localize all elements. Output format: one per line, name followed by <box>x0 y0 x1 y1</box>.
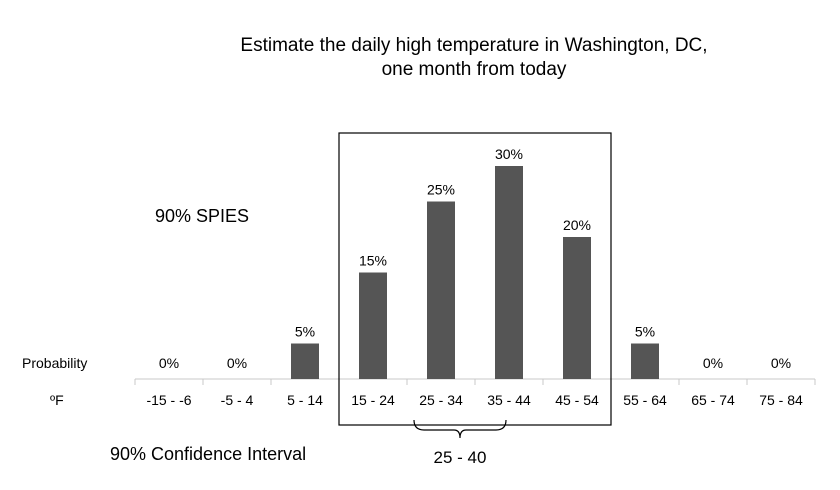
x-tick-label: 65 - 74 <box>691 392 735 408</box>
bar-value-label: 20% <box>563 217 591 233</box>
chart-title-line-1: Estimate the daily high temperature in W… <box>240 35 707 56</box>
x-tick-label: 35 - 44 <box>487 392 531 408</box>
bar-value-label: 0% <box>771 355 791 371</box>
bar-value-label: 15% <box>359 253 387 269</box>
bar <box>359 272 387 379</box>
bar <box>495 166 523 379</box>
bar-value-label: 5% <box>635 324 655 340</box>
bar <box>631 343 659 379</box>
bar-value-label: 0% <box>703 355 723 371</box>
x-tick-label: 55 - 64 <box>623 392 667 408</box>
x-tick-label: 45 - 54 <box>555 392 599 408</box>
bar <box>291 343 319 379</box>
confidence-interval-range-label: 25 - 40 <box>434 448 487 467</box>
bar-value-label: 0% <box>227 355 247 371</box>
bar-value-label: 30% <box>495 146 523 162</box>
bar <box>563 237 591 379</box>
confidence-interval-label: 90% Confidence Interval <box>110 444 306 464</box>
spies-box <box>338 132 612 426</box>
chart-title-line-2: one month from today <box>382 59 567 80</box>
x-tick-label: 15 - 24 <box>351 392 395 408</box>
bar-value-label: 0% <box>159 355 179 371</box>
x-axis-unit-label: ºF <box>50 392 64 408</box>
y-axis-label: Probability <box>22 355 87 371</box>
x-tick-label: -5 - 4 <box>221 392 254 408</box>
x-tick-label: -15 - -6 <box>146 392 191 408</box>
bar <box>427 201 455 379</box>
bar-value-label: 5% <box>295 324 315 340</box>
bar-value-label: 25% <box>427 182 455 198</box>
x-tick-label: 5 - 14 <box>287 392 323 408</box>
confidence-interval-brace <box>413 419 507 439</box>
x-tick-label: 25 - 34 <box>419 392 463 408</box>
x-tick-label: 75 - 84 <box>759 392 803 408</box>
spies-label: 90% SPIES <box>155 206 249 226</box>
chart-marks: 0% -15 - -6 0% -5 - 4 5% 5 - 14 15% 15 - 24 25% 2… <box>134 132 816 467</box>
